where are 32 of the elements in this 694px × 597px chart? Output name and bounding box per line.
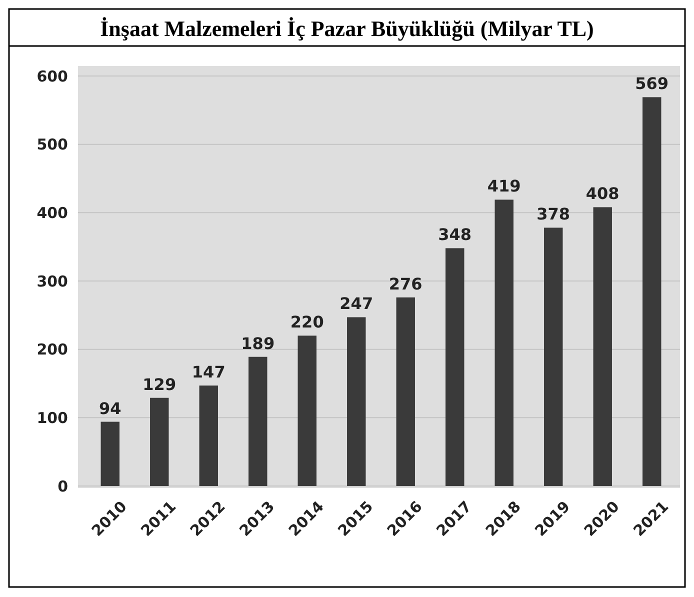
data-label: 147	[192, 362, 226, 382]
data-label: 378	[536, 204, 570, 224]
data-label: 569	[635, 74, 669, 94]
y-tick-label: 400	[36, 204, 68, 222]
data-label: 247	[340, 294, 374, 314]
bar	[593, 207, 612, 486]
chart-title: İnşaat Malzemeleri İç Pazar Büyüklüğü (Milyar TL)	[100, 16, 594, 41]
data-label: 276	[388, 274, 422, 294]
bar	[494, 200, 514, 486]
bar	[544, 228, 563, 486]
bar	[396, 297, 415, 486]
data-label: 348	[438, 225, 472, 244]
data-label: 408	[586, 184, 620, 204]
data-label: 94	[99, 398, 122, 418]
bar	[446, 248, 464, 486]
y-tick-label: 200	[36, 340, 68, 359]
bar	[199, 386, 218, 486]
data-label: 129	[142, 374, 176, 394]
data-label: 419	[487, 176, 521, 196]
bar	[150, 398, 169, 486]
bar	[248, 356, 268, 486]
data-label: 189	[241, 334, 275, 353]
bar	[100, 422, 120, 486]
y-tick-label: 0	[58, 477, 68, 496]
data-label: 220	[290, 312, 324, 332]
y-tick-label: 500	[36, 136, 68, 154]
y-tick-label: 300	[36, 272, 68, 290]
bar	[642, 97, 662, 486]
y-tick-label: 600	[36, 67, 68, 86]
bar	[298, 336, 316, 486]
y-tick-label: 100	[36, 408, 68, 427]
bar	[347, 317, 366, 486]
